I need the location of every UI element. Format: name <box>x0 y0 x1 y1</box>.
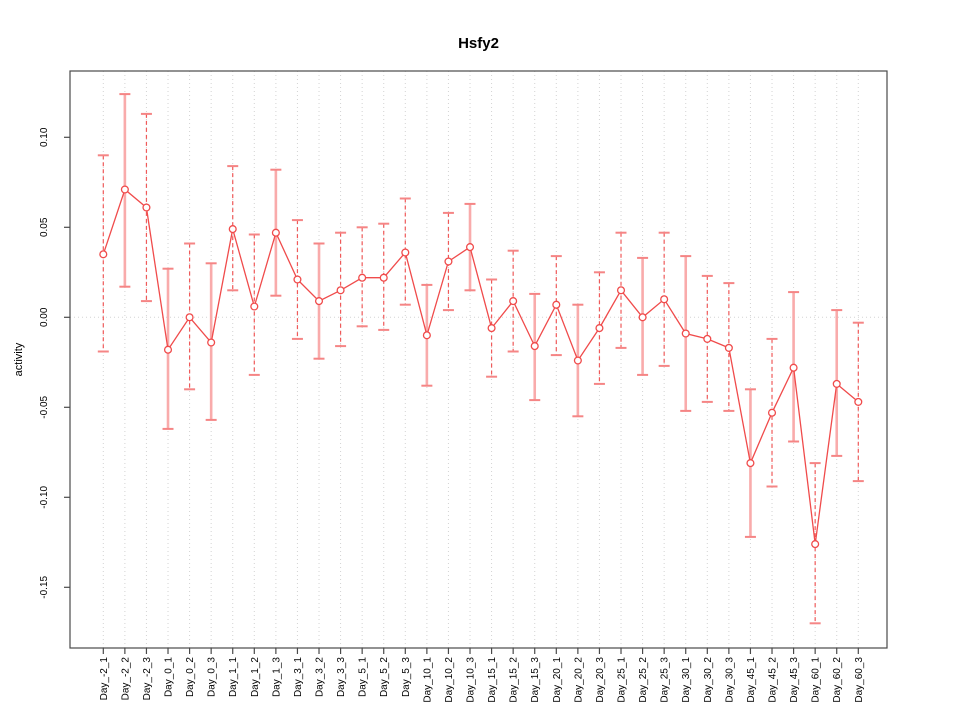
x-tick-label: Day_1_2 <box>250 657 261 697</box>
axes: 0.10 0.05 0.00 -0.05 -0.10 -0.15 Day_-2_1 Day_-… <box>39 70 888 703</box>
x-tick-label: Day_30_2 <box>703 657 714 703</box>
data-point <box>142 203 151 212</box>
x-tick-label: Day_3_2 <box>315 657 326 697</box>
data-point <box>422 331 431 340</box>
data-point <box>595 324 604 333</box>
x-tick-label: Day_5_3 <box>401 657 412 697</box>
data-point <box>811 540 820 549</box>
data-point <box>509 297 518 306</box>
x-tick-label: Day_0_3 <box>207 657 218 697</box>
y-tick-label: -0.10 <box>39 485 50 508</box>
x-tick-label: Day_1_1 <box>228 657 239 697</box>
x-tick-label: Day_20_3 <box>595 657 606 703</box>
x-tick-label: Day_45_3 <box>789 657 800 703</box>
x-tick-label: Day_5_1 <box>358 657 369 697</box>
data-point <box>465 243 475 252</box>
x-tick-label: Day_60_2 <box>832 657 843 703</box>
x-tick-label: Day_10_2 <box>444 657 455 703</box>
plot-border <box>69 70 888 649</box>
data-point <box>358 273 367 282</box>
series-path <box>102 188 859 545</box>
data-point <box>487 324 496 333</box>
x-tick-label: Day_3_3 <box>336 657 347 697</box>
x-tick-label: Day_25_1 <box>617 657 628 703</box>
x-tick-label: Day_0_2 <box>185 657 196 697</box>
x-tick-label: Day_15_1 <box>487 657 498 703</box>
data-point <box>271 228 280 237</box>
x-tick-label: Day_10_1 <box>422 657 433 703</box>
data-point <box>767 408 777 417</box>
data-point <box>660 295 669 304</box>
x-tick-label: Day_15_2 <box>509 657 520 703</box>
y-tick-label: 0.05 <box>39 217 50 237</box>
y-tick-label: 0.10 <box>39 127 50 147</box>
data-point <box>120 185 129 194</box>
data-point <box>724 343 733 352</box>
x-tick-label: Day_5_2 <box>379 657 390 697</box>
x-tick-label: Day_-2_2 <box>120 657 131 701</box>
series-line <box>102 188 859 545</box>
x-tick-label: Day_60_3 <box>854 657 865 703</box>
gridlines <box>70 71 887 648</box>
data-point <box>552 300 561 309</box>
x-tick-label: Day_20_1 <box>552 657 563 703</box>
data-point <box>99 250 108 259</box>
x-tick-label: Day_0_1 <box>164 657 175 697</box>
x-tick-label: Day_45_2 <box>768 657 779 703</box>
data-point <box>228 225 237 234</box>
data-point <box>185 313 194 322</box>
data-point <box>703 334 712 343</box>
x-tick-label: Day_30_3 <box>724 657 735 703</box>
data-point-markers <box>99 185 863 549</box>
chart-title: Hsfy2 <box>458 35 499 52</box>
data-point <box>854 397 863 406</box>
x-tick-label: Day_20_2 <box>573 657 584 703</box>
y-axis-label: activity <box>13 342 25 376</box>
data-point <box>789 363 798 372</box>
data-point <box>336 286 345 295</box>
x-tick-label: Day_45_1 <box>746 657 757 703</box>
data-point <box>293 275 302 284</box>
y-tick-label: 0.00 <box>39 307 50 327</box>
x-tick-label: Day_1_3 <box>271 657 282 697</box>
x-tick-label: Day_-2_1 <box>99 657 110 701</box>
data-point <box>444 257 453 266</box>
data-point <box>638 313 647 322</box>
data-point <box>314 297 324 306</box>
error-bars <box>97 93 864 625</box>
x-tick-label: Day_25_2 <box>638 657 649 703</box>
data-point <box>401 248 410 257</box>
x-tick-label: Day_15_3 <box>530 657 541 703</box>
y-tick-label: -0.05 <box>39 395 50 418</box>
x-tick-label: Day_25_3 <box>660 657 671 703</box>
data-point <box>681 329 690 338</box>
data-point <box>250 302 259 311</box>
data-point <box>573 356 582 365</box>
data-point <box>530 342 539 351</box>
x-tick-label: Day_10_3 <box>466 657 477 703</box>
data-point <box>746 459 755 468</box>
data-point <box>163 345 173 354</box>
data-point <box>616 286 626 295</box>
x-tick-label: Day_30_1 <box>681 657 692 703</box>
y-tick-label: -0.15 <box>39 575 50 598</box>
data-point <box>207 338 216 347</box>
data-point <box>379 273 388 282</box>
data-point <box>832 379 841 388</box>
x-tick-label: Day_60_1 <box>811 657 822 703</box>
x-tick-label: Day_-2_3 <box>142 657 153 701</box>
x-tick-label: Day_3_1 <box>293 657 304 697</box>
